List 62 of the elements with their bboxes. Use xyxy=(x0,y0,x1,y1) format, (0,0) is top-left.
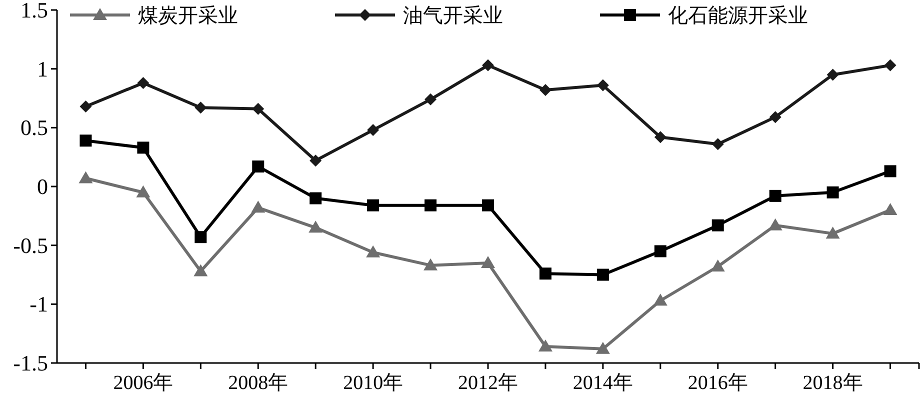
point xyxy=(654,131,666,144)
point xyxy=(826,186,839,198)
point xyxy=(367,124,380,136)
point xyxy=(252,160,264,172)
point xyxy=(654,245,666,258)
point xyxy=(310,154,322,167)
point xyxy=(539,84,552,96)
point xyxy=(826,226,840,239)
point xyxy=(826,68,839,81)
y-tick-label: 1 xyxy=(37,56,48,82)
point xyxy=(712,138,724,150)
point xyxy=(883,203,898,216)
point xyxy=(136,185,150,198)
point xyxy=(194,102,207,114)
point xyxy=(80,100,92,112)
point xyxy=(251,200,266,213)
point xyxy=(194,231,207,244)
point xyxy=(80,134,92,147)
point xyxy=(769,190,782,202)
point xyxy=(653,294,668,306)
legend-label: 煤炭开采业 xyxy=(138,3,238,27)
point xyxy=(769,111,782,124)
point xyxy=(367,199,380,212)
point xyxy=(424,258,438,270)
point xyxy=(539,268,552,280)
point xyxy=(137,76,150,89)
point xyxy=(424,199,437,212)
point xyxy=(310,192,322,204)
y-tick-label: 0 xyxy=(37,174,48,199)
x-tick-label: 2012年 xyxy=(458,372,518,394)
point xyxy=(424,93,437,106)
y-tick-label: 0.5 xyxy=(20,115,48,140)
point xyxy=(78,171,93,184)
y-tick-label: -1.5 xyxy=(13,350,48,376)
point xyxy=(884,165,896,178)
point xyxy=(884,59,896,72)
point xyxy=(308,220,323,233)
point xyxy=(137,142,150,154)
point xyxy=(596,342,610,354)
x-tick-label: 2006年 xyxy=(113,372,174,394)
point xyxy=(712,219,724,232)
point xyxy=(252,102,264,115)
y-tick-label: 1.5 xyxy=(20,0,48,22)
point xyxy=(366,245,380,258)
point xyxy=(596,79,609,92)
x-tick-label: 2014年 xyxy=(572,372,633,394)
legend-label: 化石能源开采业 xyxy=(668,3,808,27)
y-tick-label: -0.5 xyxy=(13,232,48,258)
point xyxy=(481,256,495,268)
legend-label: 油气开采业 xyxy=(403,3,503,27)
x-tick-label: 2016年 xyxy=(688,372,748,394)
point xyxy=(768,218,782,230)
point xyxy=(194,264,208,276)
point xyxy=(596,268,609,281)
point xyxy=(482,59,494,72)
x-tick-label: 2010年 xyxy=(343,372,404,394)
point xyxy=(538,340,552,352)
point xyxy=(710,260,725,272)
point xyxy=(482,199,494,212)
x-tick-label: 2008年 xyxy=(228,372,288,394)
x-tick-label: 2018年 xyxy=(802,372,863,394)
y-tick-label: -1 xyxy=(30,292,48,317)
